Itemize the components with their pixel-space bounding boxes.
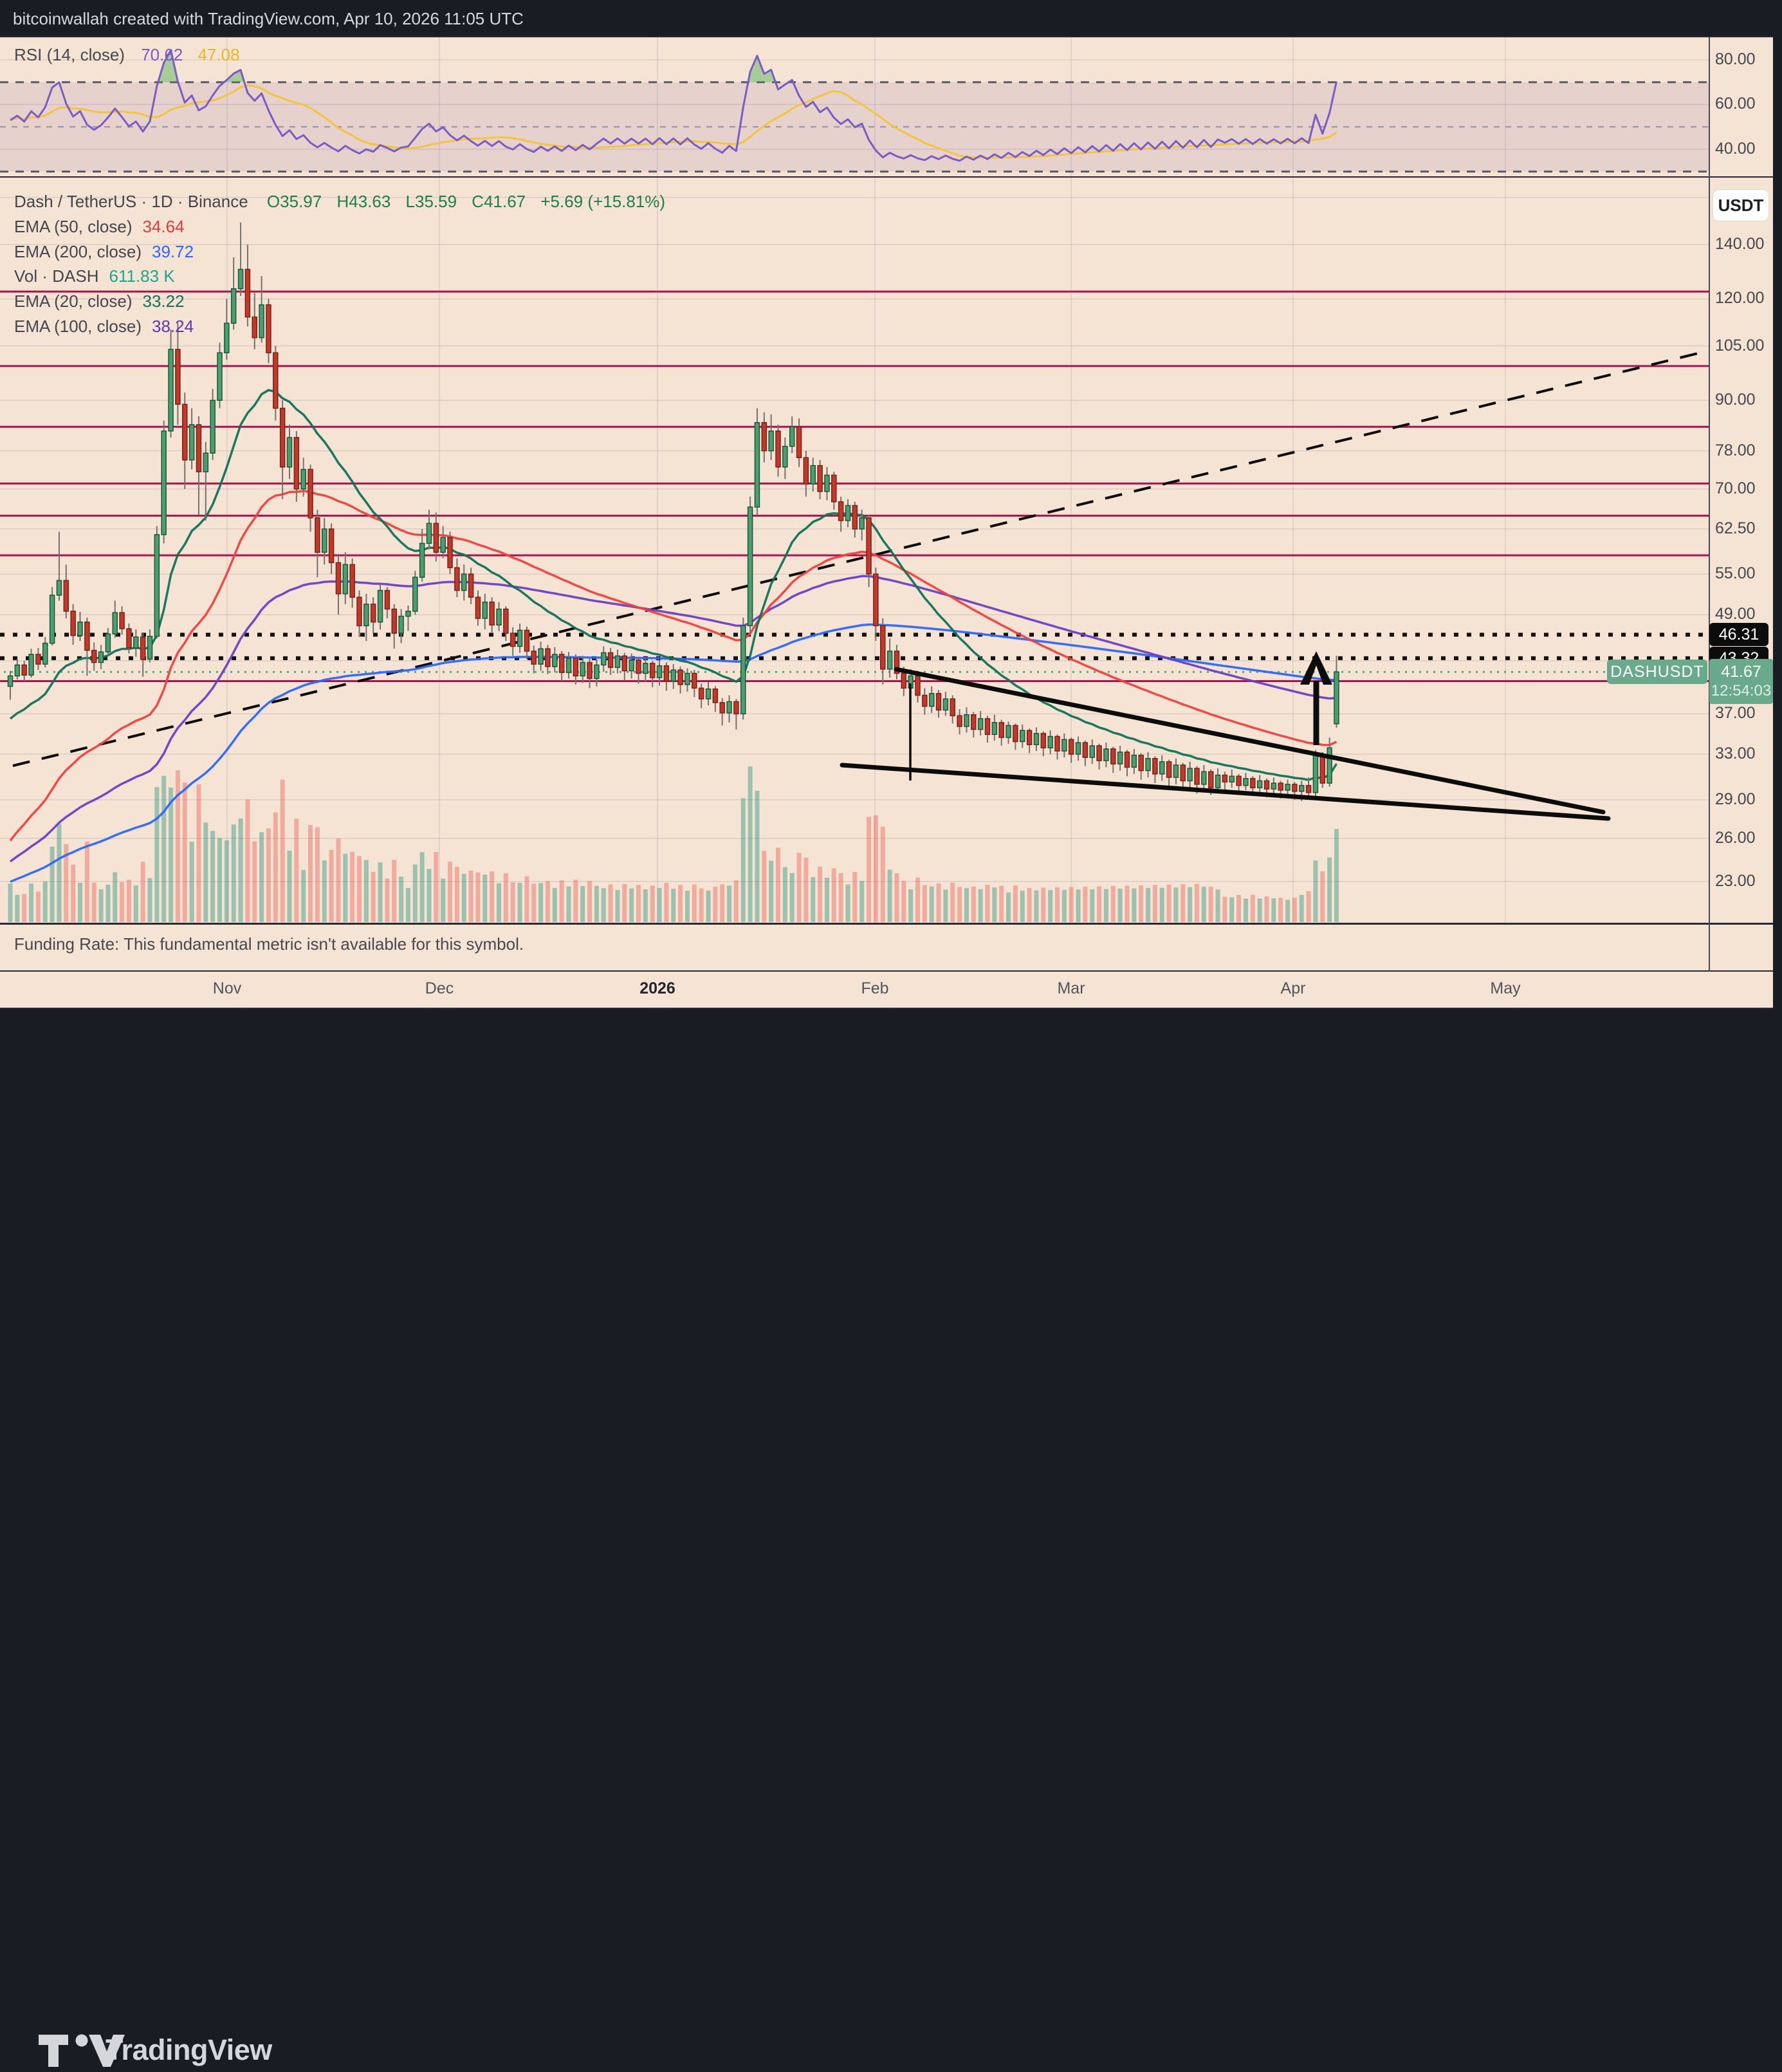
change-value: +5.69 (+15.81%) bbox=[540, 192, 665, 211]
price-tick-label: 90.00 bbox=[1715, 391, 1756, 409]
time-axis-label: Dec bbox=[425, 979, 454, 998]
rsi-ma-value: 47.08 bbox=[198, 45, 240, 64]
header-bar: bitcoinwallah created with TradingView.c… bbox=[0, 0, 1782, 36]
funding-rate-message: Funding Rate: This fundamental metric is… bbox=[14, 934, 524, 954]
indicator-legend-row[interactable]: EMA (20, close) 33.22 bbox=[14, 289, 665, 314]
price-tick-label: 37.00 bbox=[1715, 704, 1756, 723]
price-level-badge-upper: 46.31 bbox=[1709, 623, 1768, 646]
indicator-value: 33.22 bbox=[143, 291, 185, 311]
low-value: L35.59 bbox=[406, 192, 457, 211]
rsi-plot bbox=[0, 37, 1709, 176]
indicator-value: 611.83 K bbox=[109, 266, 175, 286]
last-price-badge: 41.67 12:54:03 bbox=[1709, 659, 1773, 704]
price-tick-label: 29.00 bbox=[1715, 790, 1756, 809]
high-value: H43.63 bbox=[336, 192, 390, 211]
price-tick-label: 23.00 bbox=[1715, 872, 1756, 891]
indicator-label: EMA (100, close) bbox=[14, 317, 142, 336]
indicator-label: EMA (200, close) bbox=[14, 242, 142, 261]
price-tick-label: 105.00 bbox=[1715, 337, 1764, 355]
indicator-label: EMA (50, close) bbox=[14, 217, 133, 236]
symbol-title-row[interactable]: Dash / TetherUS · 1D · Binance O35.97 H4… bbox=[14, 189, 665, 214]
indicator-legend-row[interactable]: Vol · DASH 611.83 K bbox=[14, 264, 665, 289]
price-tick-label: 62.50 bbox=[1715, 519, 1756, 538]
symbol-title: Dash / TetherUS · 1D · Binance bbox=[14, 192, 248, 211]
price-tick-label: 70.00 bbox=[1715, 479, 1756, 498]
watermark-attribution: bitcoinwallah created with TradingView.c… bbox=[13, 0, 524, 36]
indicator-label: EMA (20, close) bbox=[14, 291, 133, 311]
time-axis-label: May bbox=[1490, 979, 1520, 998]
currency-toggle-button[interactable]: USDT bbox=[1713, 189, 1769, 221]
rsi-legend[interactable]: RSI (14, close) 70.62 47.08 bbox=[14, 45, 240, 65]
price-tick-label: 140.00 bbox=[1715, 235, 1764, 254]
indicator-value: 38.24 bbox=[152, 317, 194, 336]
close-value: C41.67 bbox=[472, 192, 526, 211]
rsi-value: 70.62 bbox=[141, 45, 183, 64]
pane-separator[interactable] bbox=[0, 176, 1773, 178]
time-axis-label: 2026 bbox=[639, 979, 675, 998]
price-tick-label: 55.00 bbox=[1715, 564, 1756, 583]
price-tick-label: 49.00 bbox=[1715, 605, 1756, 624]
indicator-label: Vol · DASH bbox=[14, 266, 99, 286]
footer-bar: TradingView bbox=[0, 1009, 1782, 1077]
rsi-legend-label: RSI (14, close) bbox=[14, 45, 125, 64]
pane-separator[interactable] bbox=[0, 923, 1773, 925]
rsi-tick-label: 80.00 bbox=[1715, 50, 1756, 69]
separator bbox=[0, 970, 1773, 972]
separator bbox=[0, 36, 1773, 37]
price-tick-label: 120.00 bbox=[1715, 289, 1764, 308]
axis-border bbox=[1709, 37, 1710, 972]
indicator-legend-row[interactable]: EMA (200, close) 39.72 bbox=[14, 239, 665, 264]
indicator-value: 39.72 bbox=[152, 242, 194, 261]
time-axis-label: Nov bbox=[213, 979, 241, 998]
open-value: O35.97 bbox=[267, 192, 322, 211]
time-axis-label: Feb bbox=[861, 979, 888, 998]
price-tick-label: 33.00 bbox=[1715, 745, 1756, 763]
indicator-legend-row[interactable]: EMA (50, close) 34.64 bbox=[14, 214, 665, 239]
rsi-tick-label: 60.00 bbox=[1715, 95, 1756, 113]
tradingview-logo-text[interactable]: TradingView bbox=[106, 2033, 272, 2067]
time-axis-label: Apr bbox=[1281, 979, 1306, 998]
indicator-value: 34.64 bbox=[143, 217, 185, 236]
price-tick-label: 26.00 bbox=[1715, 829, 1756, 847]
last-price-value: 41.67 bbox=[1709, 663, 1773, 681]
price-tick-label: 78.00 bbox=[1715, 441, 1756, 460]
rsi-tick-label: 40.00 bbox=[1715, 140, 1756, 158]
bar-countdown: 12:54:03 bbox=[1709, 682, 1773, 700]
indicator-legend-row[interactable]: EMA (100, close) 38.24 bbox=[14, 314, 665, 339]
time-axis-label: Mar bbox=[1057, 979, 1085, 998]
symbol-price-label: DASHUSDT bbox=[1607, 660, 1707, 684]
chart-legend[interactable]: Dash / TetherUS · 1D · Binance O35.97 H4… bbox=[14, 189, 665, 339]
